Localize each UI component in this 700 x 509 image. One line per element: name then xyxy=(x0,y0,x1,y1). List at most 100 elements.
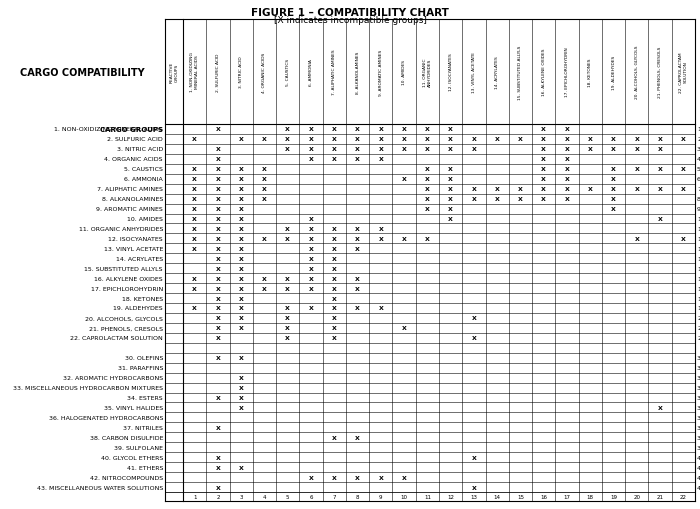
Text: X: X xyxy=(309,127,314,132)
Text: X: X xyxy=(286,335,290,341)
Text: X: X xyxy=(379,147,384,152)
Text: X: X xyxy=(216,167,220,172)
Text: 33: 33 xyxy=(697,385,700,390)
Text: 22: 22 xyxy=(680,494,687,499)
Text: X: X xyxy=(332,256,337,261)
Text: X: X xyxy=(518,137,523,142)
Text: 34: 34 xyxy=(697,395,700,400)
Text: 13. VINYL ACETATE: 13. VINYL ACETATE xyxy=(104,246,163,251)
Text: 40. GLYCOL ETHERS: 40. GLYCOL ETHERS xyxy=(101,455,163,460)
Text: X: X xyxy=(239,355,244,360)
Text: 19. ALDEHYDES: 19. ALDEHYDES xyxy=(612,55,615,90)
Text: 15: 15 xyxy=(697,266,700,271)
Text: 41: 41 xyxy=(697,465,700,470)
Text: X: X xyxy=(472,196,476,202)
Text: X: X xyxy=(286,316,290,321)
Text: X: X xyxy=(193,167,197,172)
Text: X: X xyxy=(239,276,244,281)
Text: X: X xyxy=(658,187,662,192)
Text: X: X xyxy=(239,326,244,331)
Text: X: X xyxy=(239,405,244,410)
Text: 5: 5 xyxy=(286,494,290,499)
Text: X: X xyxy=(262,286,267,291)
Text: 22. CAPROLACTAM
SOLUTION: 22. CAPROLACTAM SOLUTION xyxy=(679,52,687,93)
Text: X: X xyxy=(402,137,407,142)
Text: 7: 7 xyxy=(697,187,700,192)
Text: X: X xyxy=(332,306,337,311)
Text: X: X xyxy=(355,286,360,291)
Text: 6: 6 xyxy=(697,177,700,182)
Text: 1: 1 xyxy=(193,494,197,499)
Text: X: X xyxy=(425,187,430,192)
Text: X: X xyxy=(355,276,360,281)
Text: X: X xyxy=(309,306,314,311)
Text: X: X xyxy=(448,207,453,212)
Text: X: X xyxy=(239,375,244,380)
Text: 42. NITROCOMPOUNDS: 42. NITROCOMPOUNDS xyxy=(90,475,163,479)
Text: X: X xyxy=(472,147,476,152)
Text: X: X xyxy=(286,276,290,281)
Text: 9. AROMATIC AMINES: 9. AROMATIC AMINES xyxy=(97,207,163,212)
Text: X: X xyxy=(193,207,197,212)
Text: X: X xyxy=(239,216,244,221)
Text: X: X xyxy=(216,425,220,430)
Text: 33. MISCELLANEOUS HYDROCARBON MIXTURES: 33. MISCELLANEOUS HYDROCARBON MIXTURES xyxy=(13,385,163,390)
Text: X: X xyxy=(239,286,244,291)
Text: X: X xyxy=(355,475,360,479)
Text: X: X xyxy=(309,475,314,479)
Text: X: X xyxy=(588,147,593,152)
Text: 3. NITRIC ACID: 3. NITRIC ACID xyxy=(117,147,163,152)
Text: 38. CARBON DISULFIDE: 38. CARBON DISULFIDE xyxy=(90,435,163,440)
Text: X: X xyxy=(611,207,616,212)
Text: REACTIVE
GROUPS: REACTIVE GROUPS xyxy=(169,62,178,83)
Text: 10: 10 xyxy=(400,494,407,499)
Text: 6. AMMONIA: 6. AMMONIA xyxy=(309,59,313,86)
Text: 8: 8 xyxy=(697,196,700,202)
Text: X: X xyxy=(239,395,244,400)
Text: X: X xyxy=(332,236,337,241)
Text: X: X xyxy=(286,286,290,291)
Text: 16: 16 xyxy=(697,276,700,281)
Text: 12. ISOCYANATES: 12. ISOCYANATES xyxy=(108,236,163,241)
Text: X: X xyxy=(541,177,546,182)
Text: X: X xyxy=(565,177,569,182)
Text: X: X xyxy=(216,455,220,460)
Text: 1: 1 xyxy=(697,127,700,132)
Text: X: X xyxy=(309,157,314,162)
Text: 4: 4 xyxy=(262,494,266,499)
Text: X: X xyxy=(634,236,639,241)
Text: X: X xyxy=(681,187,686,192)
Text: X: X xyxy=(216,177,220,182)
Text: 10. AMIDES: 10. AMIDES xyxy=(402,60,406,85)
Text: 36. HALOGENATED HYDROCARBONS: 36. HALOGENATED HYDROCARBONS xyxy=(48,415,163,420)
Text: X: X xyxy=(216,306,220,311)
Text: 8. ALKANOLAMINES: 8. ALKANOLAMINES xyxy=(102,196,163,202)
Text: X: X xyxy=(425,207,430,212)
Text: X: X xyxy=(193,137,197,142)
Text: 12. ISOCYANATES: 12. ISOCYANATES xyxy=(449,53,453,91)
Text: X: X xyxy=(379,127,384,132)
Text: X: X xyxy=(425,147,430,152)
Text: X: X xyxy=(309,276,314,281)
Text: X: X xyxy=(262,276,267,281)
Text: X: X xyxy=(541,157,546,162)
Text: X: X xyxy=(309,216,314,221)
Text: 32. AROMATIC HYDROCARBONS: 32. AROMATIC HYDROCARBONS xyxy=(63,375,163,380)
Text: X: X xyxy=(309,286,314,291)
Text: X: X xyxy=(425,137,430,142)
Text: 42: 42 xyxy=(697,475,700,479)
Text: 18. KETONES: 18. KETONES xyxy=(588,58,592,87)
Text: X: X xyxy=(425,127,430,132)
Text: X: X xyxy=(565,127,569,132)
Text: X: X xyxy=(216,256,220,261)
Text: X: X xyxy=(216,187,220,192)
Text: X: X xyxy=(332,127,337,132)
Text: X: X xyxy=(332,326,337,331)
Text: 41. ETHERS: 41. ETHERS xyxy=(127,465,163,470)
Text: X: X xyxy=(611,196,616,202)
Text: 7: 7 xyxy=(332,494,336,499)
Text: 5. CAUSTICS: 5. CAUSTICS xyxy=(286,59,290,86)
Text: X: X xyxy=(262,196,267,202)
Text: X: X xyxy=(472,187,476,192)
Text: X: X xyxy=(565,147,569,152)
